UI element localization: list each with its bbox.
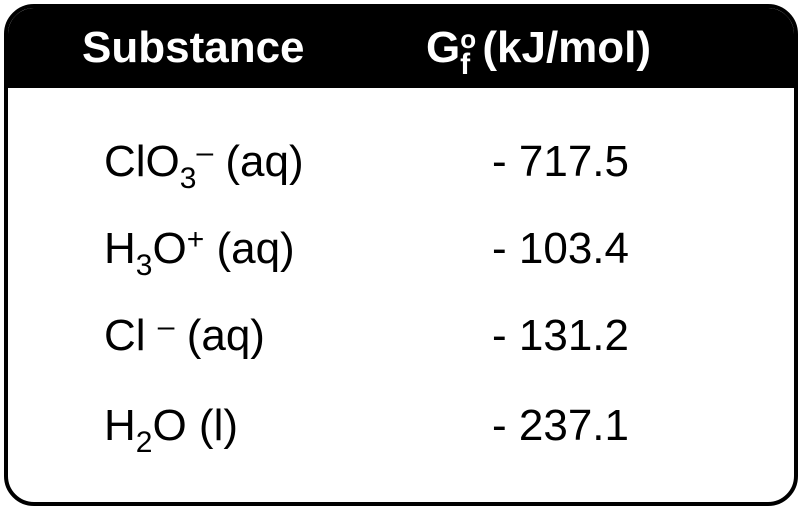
text-segment: (aq) [204, 224, 295, 273]
text-segment: 3 [179, 162, 197, 195]
header-cell: Gof (kJ/mol) [426, 23, 652, 80]
table-header: Substance Gof (kJ/mol) [8, 8, 794, 88]
text-segment: H [104, 224, 136, 273]
value-cell: - 717.5 [492, 140, 629, 184]
text-segment: (aq) [213, 137, 304, 186]
text-segment: (aq) [174, 311, 265, 360]
text-segment: O (l) [152, 401, 238, 450]
substance-cell: ClO3– (aq) [104, 137, 304, 194]
value-cell: - 103.4 [492, 227, 629, 271]
text-segment: - 103.4 [492, 224, 629, 273]
text-segment: ClO [104, 137, 180, 186]
substance-cell: Cl – (aq) [104, 311, 265, 360]
text-segment: 2 [135, 426, 153, 459]
text-segment: O [152, 224, 187, 273]
text-segment: (kJ/mol) [470, 23, 652, 72]
text-segment: Substance [82, 23, 305, 72]
text-segment: Cl [104, 311, 158, 360]
substance-cell: H3O+ (aq) [104, 224, 295, 281]
text-segment: G [426, 23, 461, 72]
text-segment: – [196, 136, 214, 169]
value-cell: - 131.2 [492, 314, 629, 358]
header-cell: Substance [82, 26, 305, 70]
text-segment: - 237.1 [492, 401, 629, 450]
substance-cell: H2O (l) [104, 401, 238, 458]
text-segment: - 131.2 [492, 311, 629, 360]
text-segment: o [460, 24, 477, 54]
text-segment: + [186, 223, 205, 256]
text-segment: f [460, 48, 471, 81]
text-segment: 3 [135, 249, 153, 282]
text-segment: – [157, 310, 175, 343]
text-segment: H [104, 401, 136, 450]
value-cell: - 237.1 [492, 404, 629, 448]
text-segment: - 717.5 [492, 137, 629, 186]
table-frame: Substance Gof (kJ/mol) ClO3– (aq) - 717.5 H… [4, 4, 798, 506]
